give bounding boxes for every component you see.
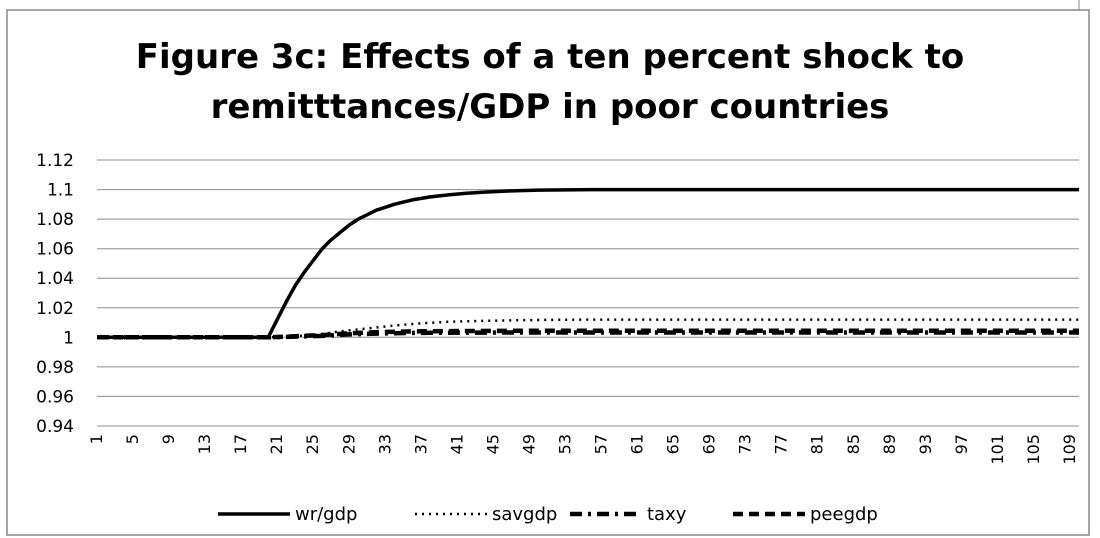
y-tick-label: 0.96	[36, 387, 74, 407]
x-tick-label: 13	[195, 434, 214, 454]
legend-label: taxy	[647, 504, 687, 525]
x-tick-label: 97	[952, 434, 971, 454]
x-tick-label: 101	[988, 434, 1007, 465]
series-lines	[97, 187, 1079, 340]
x-axis-ticks: 1 5 9 13 17 21 25 29 33 37 41 45 49 53 57 61 65 69 73 77 81 8…	[87, 434, 1079, 465]
x-tick-label: 41	[447, 434, 466, 454]
series-line-wr-gdp	[97, 187, 1079, 340]
y-tick-label: 1.02	[36, 299, 74, 319]
chart-title-line-2: remitttances/GDP in poor countries	[211, 87, 890, 127]
legend-label: savgdp	[492, 504, 557, 525]
x-tick-label: 57	[592, 434, 611, 454]
x-tick-label: 65	[664, 434, 683, 454]
y-tick-label: 0.94	[36, 417, 74, 437]
y-tick-label: 0.98	[36, 358, 74, 378]
x-tick-label: 93	[916, 434, 935, 454]
legend: wr/gdp savgdp taxy peegdp	[218, 504, 878, 525]
x-tick-label: 105	[1024, 434, 1043, 465]
y-tick-label: 1.08	[36, 210, 74, 230]
y-tick-label: 1.04	[36, 269, 74, 289]
x-tick-label: 45	[483, 434, 502, 454]
x-tick-label: 61	[628, 434, 647, 454]
x-tick-label: 5	[123, 434, 142, 444]
x-tick-label: 109	[1060, 434, 1079, 465]
x-tick-label: 9	[159, 434, 178, 444]
x-tick-label: 37	[411, 434, 430, 454]
x-tick-label: 73	[736, 434, 755, 454]
chart-title-line-1: Figure 3c: Effects of a ten percent shoc…	[136, 37, 964, 77]
legend-label: peegdp	[810, 504, 878, 525]
x-tick-label: 25	[303, 434, 322, 454]
x-tick-label: 89	[880, 434, 899, 454]
x-tick-label: 29	[339, 434, 358, 454]
x-tick-label: 81	[808, 434, 827, 454]
chart-border	[6, 9, 1090, 536]
x-tick-label: 33	[375, 434, 394, 454]
y-axis-ticks: 1.12 1.1 1.08 1.06 1.04 1.02 1 0.98 0.96 0.94	[36, 151, 74, 437]
x-tick-label: 77	[772, 434, 791, 454]
x-tick-label: 17	[231, 434, 250, 454]
x-tick-label: 53	[556, 434, 575, 454]
x-tick-label: 21	[267, 434, 286, 454]
y-tick-label: 1.12	[36, 151, 74, 171]
x-tick-label: 49	[519, 434, 538, 454]
y-tick-label: 1	[63, 328, 74, 348]
legend-label: wr/gdp	[295, 504, 357, 525]
y-tick-label: 1.1	[47, 181, 74, 201]
series-line-peegdp	[97, 328, 1079, 340]
x-tick-label: 85	[844, 434, 863, 454]
x-tick-label: 1	[87, 434, 106, 444]
gridlines	[97, 159, 1079, 427]
y-tick-label: 1.06	[36, 240, 74, 260]
x-tick-label: 69	[700, 434, 719, 454]
